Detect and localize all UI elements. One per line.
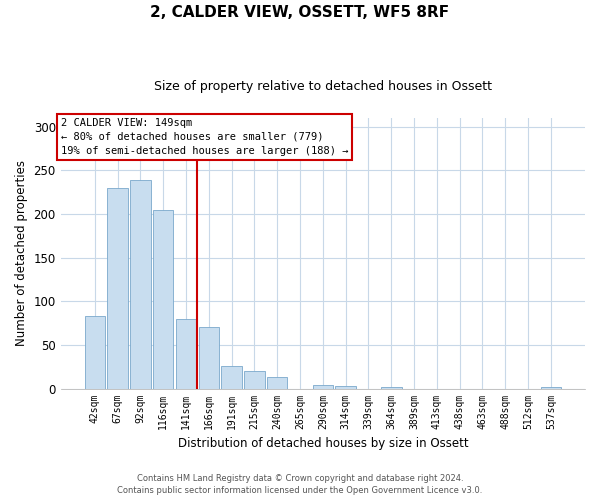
- Bar: [107, 188, 128, 388]
- X-axis label: Distribution of detached houses by size in Ossett: Distribution of detached houses by size …: [178, 437, 468, 450]
- Bar: [313, 385, 333, 388]
- Bar: [244, 371, 265, 388]
- Bar: [153, 210, 173, 388]
- Bar: [267, 377, 287, 388]
- Text: 2 CALDER VIEW: 149sqm
← 80% of detached houses are smaller (779)
19% of semi-det: 2 CALDER VIEW: 149sqm ← 80% of detached …: [61, 118, 348, 156]
- Bar: [541, 387, 561, 388]
- Text: 2, CALDER VIEW, OSSETT, WF5 8RF: 2, CALDER VIEW, OSSETT, WF5 8RF: [151, 5, 449, 20]
- Title: Size of property relative to detached houses in Ossett: Size of property relative to detached ho…: [154, 80, 492, 93]
- Bar: [199, 326, 219, 388]
- Bar: [130, 180, 151, 388]
- Y-axis label: Number of detached properties: Number of detached properties: [15, 160, 28, 346]
- Bar: [335, 386, 356, 388]
- Text: Contains HM Land Registry data © Crown copyright and database right 2024.
Contai: Contains HM Land Registry data © Crown c…: [118, 474, 482, 495]
- Bar: [85, 316, 105, 388]
- Bar: [221, 366, 242, 388]
- Bar: [381, 387, 401, 388]
- Bar: [176, 318, 196, 388]
